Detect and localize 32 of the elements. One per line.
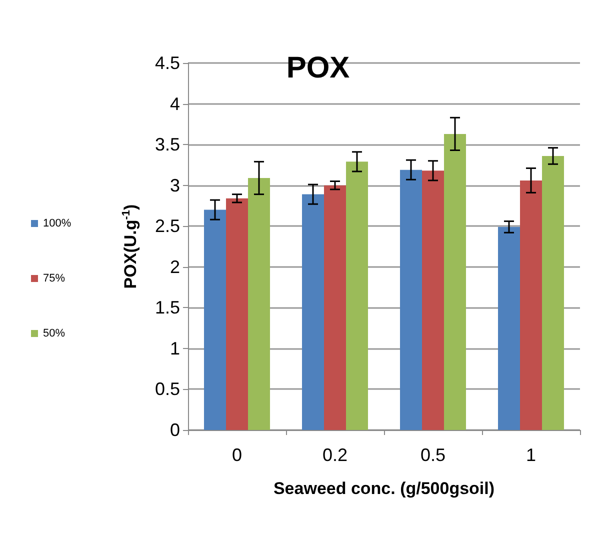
chart-title: POX [286,52,350,84]
bar [346,162,368,430]
legend-label: 75% [43,272,66,284]
bar [302,194,324,430]
bar [226,198,248,430]
y-tick-label: 4.5 [154,53,180,73]
bar [444,134,466,430]
bar [204,210,226,430]
legend-label: 100% [43,218,72,230]
bar [498,226,520,430]
y-tick-label: 2 [170,256,180,277]
x-tick-label: 0 [232,445,242,465]
y-tick-label: 1 [170,338,180,358]
bar [542,156,564,430]
bar [520,180,542,430]
x-tick-label: 0.5 [420,445,446,465]
y-axis-title: POX(U.g-1) [120,204,140,289]
bar [248,178,270,430]
y-tick-label: 1.5 [154,298,180,318]
y-tick-label: 2.5 [154,216,180,236]
y-tick-label: 0.5 [154,379,180,400]
x-tick-label: 0.2 [322,445,348,465]
y-tick-label: 0 [170,420,180,440]
x-axis-title: Seaweed conc. (g/500gsoil) [273,479,495,498]
bar [422,170,444,430]
y-tick-label: 4 [170,94,180,114]
bar [400,170,422,430]
x-tick-label: 1 [526,445,536,465]
bar [324,185,346,430]
legend-label: 50% [43,328,66,340]
y-tick-label: 3.5 [154,134,180,155]
y-tick-label: 3 [170,175,180,196]
